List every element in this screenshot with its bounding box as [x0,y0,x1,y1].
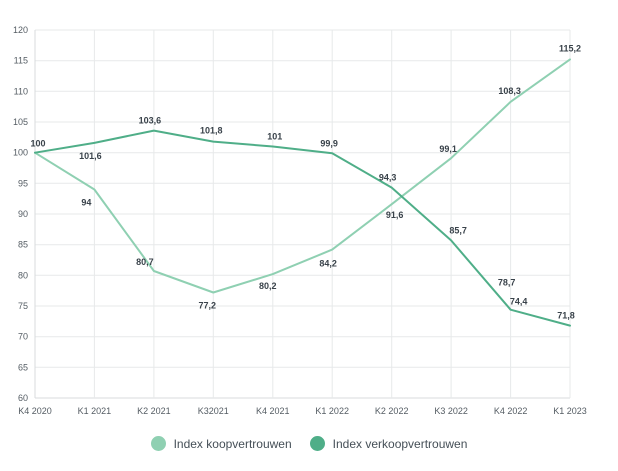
data-point-label: 100 [30,139,45,149]
data-point-label: 101,8 [200,126,223,136]
data-point-label: 80,7 [136,257,154,267]
y-axis-tick-label: 85 [18,240,28,250]
x-axis-tick-label: K4 2021 [256,406,290,416]
y-axis-tick-label: 70 [18,332,28,342]
y-axis-tick-label: 60 [18,393,28,403]
data-point-label: 74,4 [510,297,528,307]
data-point-label-extra: 78,7 [498,278,516,288]
data-point-label: 77,2 [199,301,217,311]
y-axis-tick-label: 90 [18,209,28,219]
data-point-label: 115,2 [559,43,581,53]
legend-label: Index koopvertrouwen [173,436,292,451]
legend-item-koopvertrouwen: Index koopvertrouwen [150,436,292,451]
data-point-label: 99,1 [439,144,457,154]
data-point-label: 71,8 [557,311,575,321]
data-point-label: 108,3 [498,86,521,96]
x-axis-tick-label: K4 2020 [18,406,52,416]
legend-item-verkoopvertrouwen: Index verkoopvertrouwen [309,436,468,451]
data-point-label: 85,7 [449,225,467,235]
y-axis-tick-label: 105 [13,117,28,127]
series-line-verkoopvertrouwen [34,129,571,327]
x-axis-tick-label: K1 2023 [553,406,587,416]
line-chart: 60 65 70 75 80 85 90 95 100 105 110 115 120 K4 2020 K1… [13,25,587,416]
data-point-label: 101,6 [79,151,102,161]
y-axis-tick-label: 65 [18,362,28,372]
x-axis-tick-label: K32021 [198,406,229,416]
data-point-label: 103,6 [139,116,162,126]
x-axis-tick-label: K3 2022 [434,406,468,416]
data-point-label: 91,6 [386,210,404,220]
y-axis-tick-label: 95 [18,178,28,188]
y-axis-tick-label: 75 [18,301,28,311]
legend-swatch-icon [309,436,325,451]
x-axis-tick-label: K1 2022 [315,406,349,416]
data-point-label: 80,2 [259,281,277,291]
x-axis-tick-label: K4 2022 [494,406,528,416]
data-point-label: 94 [81,198,91,208]
data-point-label: 101 [267,132,282,142]
x-axis-tick-label: K2 2021 [137,406,171,416]
data-point-label: 84,2 [319,259,337,269]
data-point-label: 94,3 [379,173,397,183]
legend-label: Index verkoopvertrouwen [332,436,468,451]
series-line-koopvertrouwen [34,58,571,294]
y-axis-tick-label: 110 [14,86,28,96]
data-point-label: 99,9 [320,138,338,148]
x-axis-tick-label: K2 2022 [375,406,409,416]
legend-swatch-icon [150,436,166,451]
x-axis-tick-label: K1 2021 [78,406,112,416]
y-axis-tick-label: 80 [18,270,28,280]
y-axis-tick-label: 120 [13,25,28,35]
y-axis-tick-label: 100 [13,148,28,158]
chart-legend: Index koopvertrouwen Index verkoopvertrou… [0,436,618,451]
y-axis-tick-label: 115 [14,56,28,66]
